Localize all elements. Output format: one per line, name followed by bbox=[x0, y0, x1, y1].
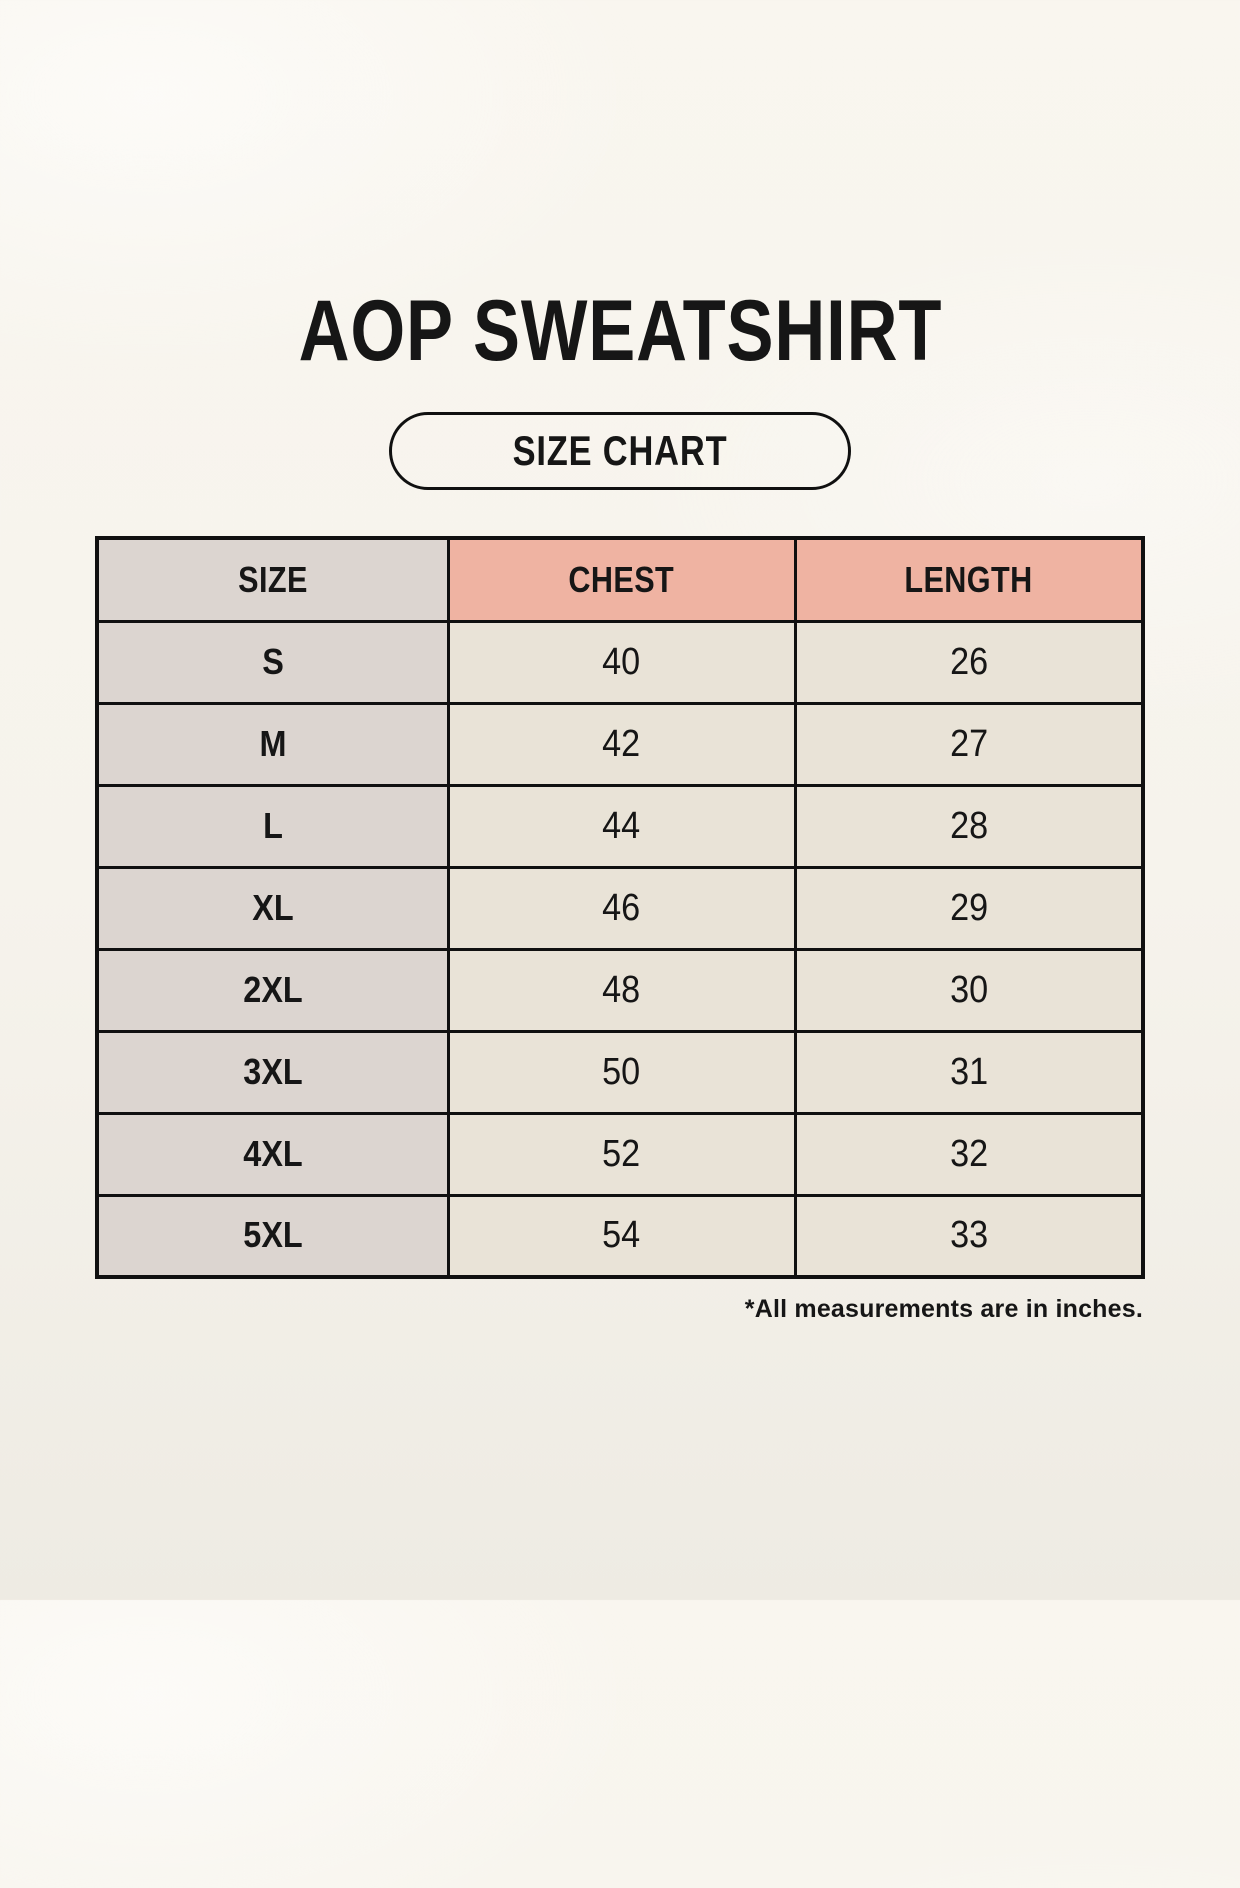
table-row: L 44 28 bbox=[95, 783, 1145, 869]
length-cell-value: 30 bbox=[949, 968, 988, 1011]
table-row: 5XL 54 33 bbox=[95, 1193, 1145, 1279]
table-row: M 42 27 bbox=[95, 701, 1145, 787]
length-cell: 32 bbox=[793, 1111, 1145, 1197]
size-cell-value: 5XL bbox=[243, 1214, 303, 1256]
length-cell: 29 bbox=[793, 865, 1145, 951]
size-cell-value: 3XL bbox=[243, 1050, 303, 1092]
header-cell-length: LENGTH bbox=[793, 536, 1145, 623]
table-row: S 40 26 bbox=[95, 619, 1145, 705]
chest-cell: 54 bbox=[446, 1193, 797, 1279]
footnote: *All measurements are in inches. bbox=[744, 1295, 1143, 1323]
header-cell-size: SIZE bbox=[95, 536, 450, 623]
length-cell-value: 31 bbox=[949, 1050, 988, 1093]
chest-cell: 50 bbox=[446, 1029, 797, 1115]
chest-cell-value: 48 bbox=[602, 968, 641, 1011]
size-cell-value: S bbox=[261, 640, 284, 682]
size-cell: M bbox=[95, 701, 450, 787]
size-cell: 3XL bbox=[95, 1029, 450, 1115]
chest-cell-value: 50 bbox=[602, 1050, 641, 1093]
length-cell: 31 bbox=[793, 1029, 1145, 1115]
chest-cell-value: 42 bbox=[602, 722, 641, 765]
chest-cell: 44 bbox=[446, 783, 797, 869]
chest-cell: 42 bbox=[446, 701, 797, 787]
header-cell-chest: CHEST bbox=[446, 536, 797, 623]
length-cell-value: 29 bbox=[949, 886, 988, 929]
chest-cell-value: 54 bbox=[602, 1214, 641, 1257]
size-cell: S bbox=[95, 619, 450, 705]
length-cell-value: 33 bbox=[949, 1214, 988, 1257]
length-cell-value: 27 bbox=[949, 722, 988, 765]
length-cell: 26 bbox=[793, 619, 1145, 705]
header-cell-label: LENGTH bbox=[904, 558, 1033, 600]
size-cell: 4XL bbox=[95, 1111, 450, 1197]
size-chart-badge: SIZE CHART bbox=[389, 412, 851, 490]
header-cell-label: SIZE bbox=[237, 558, 308, 600]
length-cell: 27 bbox=[793, 701, 1145, 787]
length-cell: 33 bbox=[793, 1193, 1145, 1279]
length-cell-value: 26 bbox=[949, 640, 988, 683]
table-row: 4XL 52 32 bbox=[95, 1111, 1145, 1197]
length-cell-value: 32 bbox=[949, 1132, 988, 1175]
size-table-body: S 40 26 M 42 27 L 44 28 XL 46 29 2XL 48 30 3XL 50 31 4XL 52… bbox=[95, 619, 1145, 1279]
size-cell: 2XL bbox=[95, 947, 450, 1033]
chest-cell-value: 52 bbox=[602, 1132, 641, 1175]
size-cell: XL bbox=[95, 865, 450, 951]
size-cell-value: M bbox=[259, 722, 287, 764]
chest-cell: 46 bbox=[446, 865, 797, 951]
length-cell-value: 28 bbox=[949, 804, 988, 847]
header-row: SIZE CHEST LENGTH bbox=[95, 536, 1145, 623]
chest-cell: 48 bbox=[446, 947, 797, 1033]
chest-cell-value: 44 bbox=[602, 804, 641, 847]
chest-cell: 40 bbox=[446, 619, 797, 705]
table-row: XL 46 29 bbox=[95, 865, 1145, 951]
page-title: AOP SWEATSHIRT bbox=[0, 288, 1240, 374]
header-cell-label: CHEST bbox=[568, 558, 675, 600]
size-chart-page: AOP SWEATSHIRT SIZE CHART SIZE CHEST LENGT… bbox=[0, 288, 1240, 1888]
size-cell-value: 4XL bbox=[243, 1132, 303, 1174]
chest-cell: 52 bbox=[446, 1111, 797, 1197]
length-cell: 30 bbox=[793, 947, 1145, 1033]
table-row: 2XL 48 30 bbox=[95, 947, 1145, 1033]
chest-cell-value: 40 bbox=[602, 640, 641, 683]
size-cell: 5XL bbox=[95, 1193, 450, 1279]
page-title-text: AOP SWEATSHIRT bbox=[298, 283, 942, 379]
size-cell: L bbox=[95, 783, 450, 869]
size-cell-value: L bbox=[262, 804, 283, 846]
table-row: 3XL 50 31 bbox=[95, 1029, 1145, 1115]
size-chart-badge-label: SIZE CHART bbox=[512, 427, 728, 474]
size-table: SIZE CHEST LENGTH S 40 26 M 42 27 L 44 28 XL 46 29 2XL… bbox=[95, 536, 1145, 1279]
length-cell: 28 bbox=[793, 783, 1145, 869]
size-cell-value: 2XL bbox=[243, 968, 303, 1010]
size-cell-value: XL bbox=[252, 886, 294, 928]
chest-cell-value: 46 bbox=[602, 886, 641, 929]
